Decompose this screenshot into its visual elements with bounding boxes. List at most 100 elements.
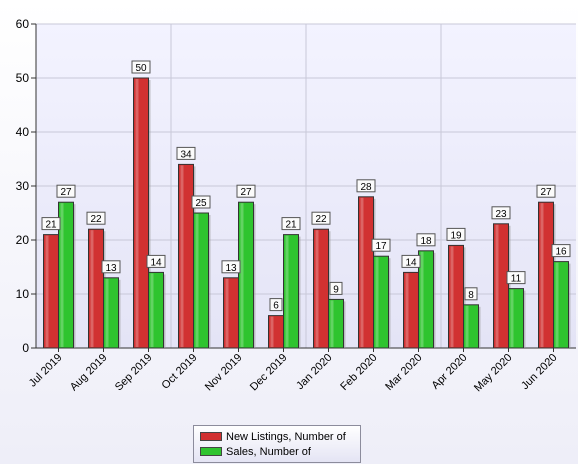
- legend-label-new-listings: New Listings, Number of: [226, 430, 346, 443]
- bar-new-listings-number-of-sep-2019: [133, 77, 149, 349]
- bar-highlight: [225, 278, 229, 347]
- bar-highlight: [285, 235, 289, 347]
- data-label-sales-number-of: 13: [105, 263, 117, 274]
- bar-highlight: [45, 235, 49, 347]
- data-label-box: [236, 184, 256, 198]
- data-label-sales-number-of: 14: [150, 257, 162, 268]
- bar-sales-number-of-sep-2019: [148, 271, 164, 349]
- bar-highlight: [105, 278, 109, 347]
- bar-sales-number-of-jan-2020: [328, 298, 344, 349]
- bar-highlight: [450, 246, 454, 347]
- data-label-box: [551, 244, 571, 258]
- y-tick-label: 50: [16, 71, 30, 85]
- data-label-box: [281, 217, 301, 231]
- bar-highlight: [510, 289, 514, 347]
- bar-sales-number-of-jul-2019: [58, 201, 74, 349]
- data-label-box: [329, 281, 343, 295]
- data-label-sales-number-of: 11: [511, 274, 522, 285]
- bar-sales-number-of-jun-2020: [553, 261, 569, 349]
- data-label-new-listings-number-of: 23: [495, 209, 507, 220]
- data-label-box: [356, 179, 376, 193]
- legend-label-sales: Sales, Number of: [226, 445, 311, 458]
- y-tick-label: 30: [16, 179, 30, 193]
- bar-highlight: [195, 214, 199, 347]
- data-label-box: [146, 254, 166, 268]
- data-label-box: [311, 211, 331, 225]
- y-tick-label: 40: [16, 125, 30, 139]
- data-label-box: [101, 260, 121, 274]
- data-label-box: [221, 260, 241, 274]
- bar-new-listings-number-of-may-2020: [493, 223, 509, 349]
- legend-item-new-listings: New Listings, Number of: [200, 429, 356, 444]
- data-label-new-listings-number-of: 19: [450, 230, 462, 241]
- data-label-box: [446, 227, 466, 241]
- data-label-box: [131, 60, 151, 74]
- bar-highlight: [60, 203, 64, 347]
- bar-highlight: [180, 165, 184, 347]
- y-tick-label: 60: [16, 17, 30, 31]
- y-tick-label: 0: [22, 341, 29, 355]
- bar-sales-number-of-aug-2019: [103, 277, 119, 349]
- data-label-new-listings-number-of: 14: [405, 257, 417, 268]
- bar-highlight: [420, 251, 424, 347]
- legend: New Listings, Number of Sales, Number of: [193, 425, 361, 463]
- data-label-new-listings-number-of: 22: [315, 214, 327, 225]
- data-label-new-listings-number-of: 6: [273, 301, 279, 312]
- data-label-box: [536, 184, 556, 198]
- y-tick-label: 10: [16, 287, 30, 301]
- bar-highlight: [330, 300, 334, 347]
- bar-sales-number-of-nov-2019: [238, 201, 254, 349]
- legend-swatch-new-listings: [200, 432, 222, 441]
- bar-highlight: [465, 305, 469, 347]
- data-label-box: [86, 211, 106, 225]
- data-label-sales-number-of: 9: [333, 284, 339, 295]
- bar-highlight: [375, 257, 379, 347]
- data-label-new-listings-number-of: 28: [360, 182, 372, 193]
- bar-sales-number-of-oct-2019: [193, 212, 209, 349]
- data-label-sales-number-of: 25: [195, 198, 207, 209]
- data-label-sales-number-of: 27: [240, 187, 252, 198]
- data-label-sales-number-of: 8: [468, 290, 474, 301]
- bar-sales-number-of-may-2020: [508, 288, 524, 349]
- bar-highlight: [135, 79, 139, 347]
- data-label-box: [371, 238, 391, 252]
- y-tick-label: 20: [16, 233, 30, 247]
- data-label-box: [506, 271, 526, 285]
- bar-highlight: [495, 224, 499, 347]
- bar-sales-number-of-feb-2020: [373, 255, 389, 349]
- bar-highlight: [360, 197, 364, 347]
- legend-item-sales: Sales, Number of: [200, 444, 356, 459]
- bar-highlight: [270, 316, 274, 347]
- bar-highlight: [405, 273, 409, 347]
- legend-swatch-sales: [200, 447, 222, 456]
- data-label-new-listings-number-of: 50: [135, 63, 147, 74]
- bar-highlight: [150, 273, 154, 347]
- bar-highlight: [315, 230, 319, 347]
- data-label-sales-number-of: 21: [285, 220, 297, 231]
- data-label-new-listings-number-of: 21: [45, 220, 57, 231]
- data-label-box: [416, 233, 436, 247]
- data-label-sales-number-of: 17: [375, 241, 387, 252]
- data-label-box: [464, 287, 478, 301]
- data-label-box: [401, 254, 421, 268]
- bar-highlight: [90, 230, 94, 347]
- data-label-sales-number-of: 27: [60, 187, 72, 198]
- bar-sales-number-of-dec-2019: [283, 234, 299, 349]
- data-label-new-listings-number-of: 34: [180, 149, 192, 160]
- bar-new-listings-number-of-jan-2020: [313, 228, 329, 349]
- bar-highlight: [240, 203, 244, 347]
- data-label-box: [269, 298, 283, 312]
- data-label-box: [56, 184, 76, 198]
- data-label-sales-number-of: 18: [420, 236, 432, 247]
- data-label-box: [191, 195, 211, 209]
- data-label-sales-number-of: 16: [555, 247, 567, 258]
- data-label-new-listings-number-of: 22: [90, 214, 102, 225]
- data-label-box: [176, 146, 196, 160]
- data-label-new-listings-number-of: 13: [225, 263, 237, 274]
- bar-highlight: [540, 203, 544, 347]
- data-label-box: [41, 217, 61, 231]
- data-label-box: [491, 206, 511, 220]
- bar-new-listings-number-of-apr-2020: [448, 244, 464, 349]
